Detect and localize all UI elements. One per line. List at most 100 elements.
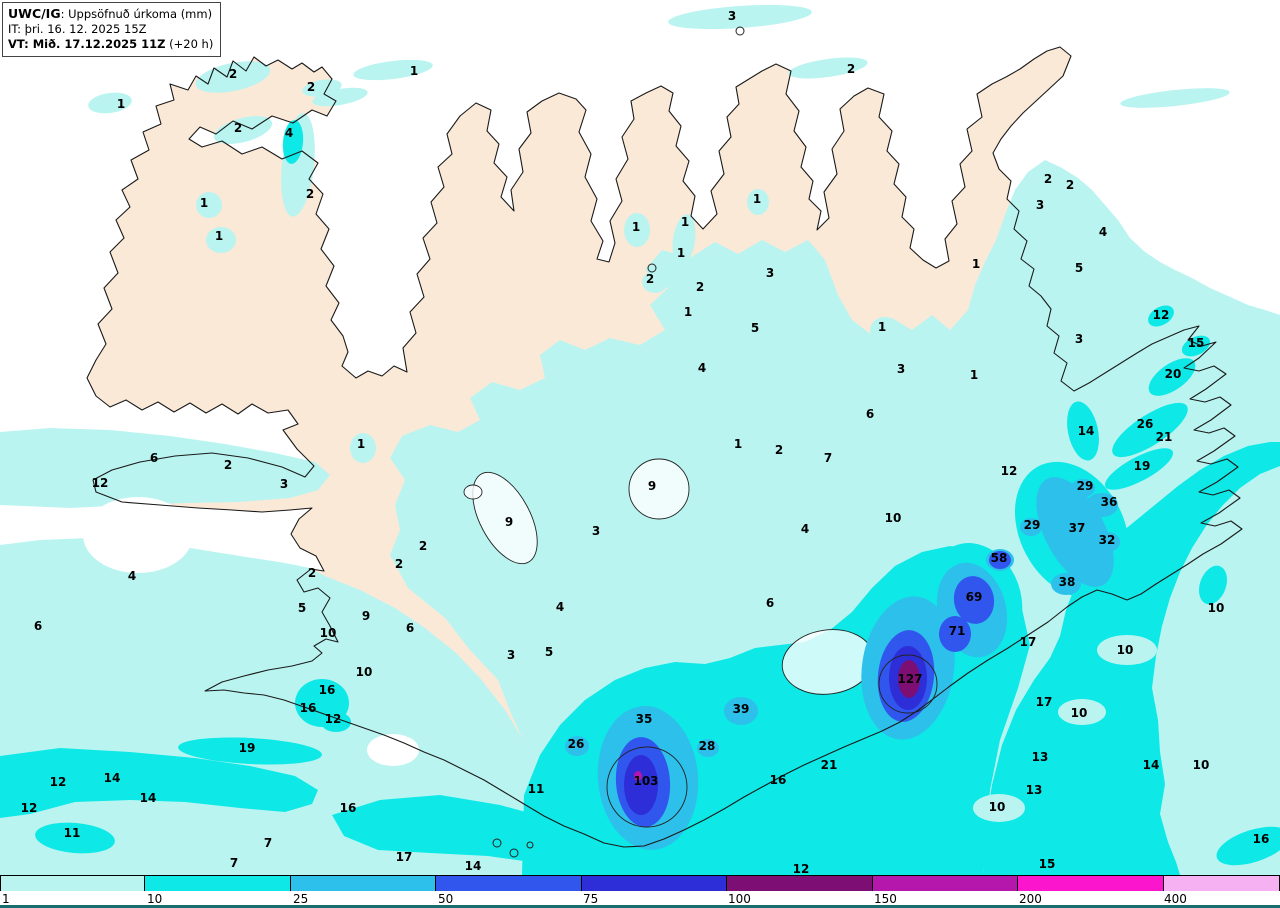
legend-tick-75: 75 [583,892,599,906]
glacier-langjokull [472,471,538,565]
precip-value-label: 6 [766,596,774,610]
legend-color-bar [0,875,1280,894]
precip-value-label: 38 [1059,575,1076,589]
precip-value-label: 10 [356,665,373,679]
precip-value-label: 3 [592,524,600,538]
precip-value-label: 39 [733,702,750,716]
legend-segment-50-75 [436,876,582,891]
precip-value-label: 28 [699,739,716,753]
precip-value-label: 5 [1075,261,1083,275]
precip-value-label: 1 [215,229,223,243]
precip-value-label: 2 [419,539,427,553]
precip-value-label: 26 [1137,417,1154,431]
precip-value-label: 15 [1188,336,1205,350]
precip-value-label: 10 [989,800,1006,814]
glacier-small [463,484,483,500]
precip-value-label: 6 [406,621,414,635]
precip-value-label: 2 [1044,172,1052,186]
precip-value-label: 2 [224,458,232,472]
precip-value-label: 20 [1165,367,1182,381]
precip-value-label: 103 [633,774,658,788]
legend-tick-25: 25 [293,892,309,906]
legend-segment-150-200 [873,876,1018,891]
precip-value-label: 1 [357,437,365,451]
precip-value-label: 7 [264,836,272,850]
precip-value-label: 2 [696,280,704,294]
dry-zone-faxafloi [83,497,193,573]
precip-value-label: 16 [300,701,317,715]
legend-segment-10-25 [145,876,291,891]
precip-value-label: 16 [319,683,336,697]
precip-value-label: 2 [234,121,242,135]
precip-value-label: 37 [1069,521,1086,535]
precip-value-label: 17 [1020,635,1037,649]
islands [492,26,745,858]
product-name: : Uppsöfnuð úrkoma (mm) [60,7,213,21]
precip-value-label: 12 [325,712,342,726]
precip-value-label: 6 [34,619,42,633]
precip-value-label: 1 [117,97,125,111]
precip-value-label: 1 [681,215,689,229]
precip-value-label: 17 [1036,695,1053,709]
precip-value-label: 3 [766,266,774,280]
precip-value-label: 11 [64,826,81,840]
legend-segment-25-50 [291,876,436,891]
precip-value-label: 12 [1001,464,1018,478]
map-area: 2 1 2 2 4 2 1 1 1 3 2 1 1 1 1 2 2 3 1 5 1 2 2 3 4 1 5 12 3 15 20 1 26 21 1… [0,0,1280,875]
legend-tick-10: 10 [147,892,163,906]
glacier-outline-oraefajokull [878,654,938,714]
product-code: UWC/IG [8,6,61,21]
legend-segment-200-400 [1018,876,1164,891]
precip-value-label: 21 [1156,430,1173,444]
precip-value-label: 71 [949,624,966,638]
precip-value-label: 2 [847,62,855,76]
precip-value-label: 6 [150,451,158,465]
precip-value-label: 4 [801,522,809,536]
precip-value-label: 5 [298,601,306,615]
precip-value-label: 12 [793,862,810,875]
precip-value-label: 16 [1253,832,1270,846]
precip-value-label: 26 [568,737,585,751]
precip-value-label: 1 [972,257,980,271]
dry-zone-lowland [367,734,419,766]
precip-value-label: 10 [320,626,337,640]
precip-value-label: 1 [677,246,685,260]
precip-value-label: 1 [632,220,640,234]
precip-value-label: 17 [396,850,413,864]
precip-value-label: 15 [1039,857,1056,871]
precip-value-label: 9 [362,609,370,623]
precip-value-label: 3 [507,648,515,662]
init-time: IT: þri. 16. 12. 2025 15Z [8,22,147,37]
precip-value-label: 1 [684,305,692,319]
legend-segment-400+ [1164,876,1280,891]
precip-value-label: 7 [824,451,832,465]
precip-value-label: 19 [239,741,256,755]
precip-value-label: 13 [1026,783,1043,797]
precip-value-label: 2 [307,80,315,94]
precip-band-100-150 [634,660,920,781]
precip-value-label: 127 [897,672,922,686]
precip-value-label: 4 [128,569,136,583]
precip-value-label: 3 [728,9,736,23]
precip-value-label: 32 [1099,533,1116,547]
precip-value-label: 10 [1193,758,1210,772]
precip-value-label: 11 [528,782,545,796]
precip-band-1-10-holes [973,635,1157,822]
precip-value-label: 3 [1075,332,1083,346]
precip-value-label: 35 [636,712,653,726]
precip-value-label: 4 [1099,225,1107,239]
precip-value-label: 3 [1036,198,1044,212]
precip-value-label: 29 [1024,518,1041,532]
precip-value-label: 6 [866,407,874,421]
precip-value-label: 2 [306,187,314,201]
precip-value-label: 7 [230,856,238,870]
precip-value-label: 16 [340,801,357,815]
precip-value-label: 2 [1066,178,1074,192]
precip-legend: 1 10 25 50 75 100 150 200 400 [0,875,1280,908]
precip-value-label: 1 [200,196,208,210]
precip-value-label: 13 [1032,750,1049,764]
precip-value-label: 14 [465,859,482,873]
precip-value-label: 2 [308,566,316,580]
legend-tick-100: 100 [728,892,751,906]
